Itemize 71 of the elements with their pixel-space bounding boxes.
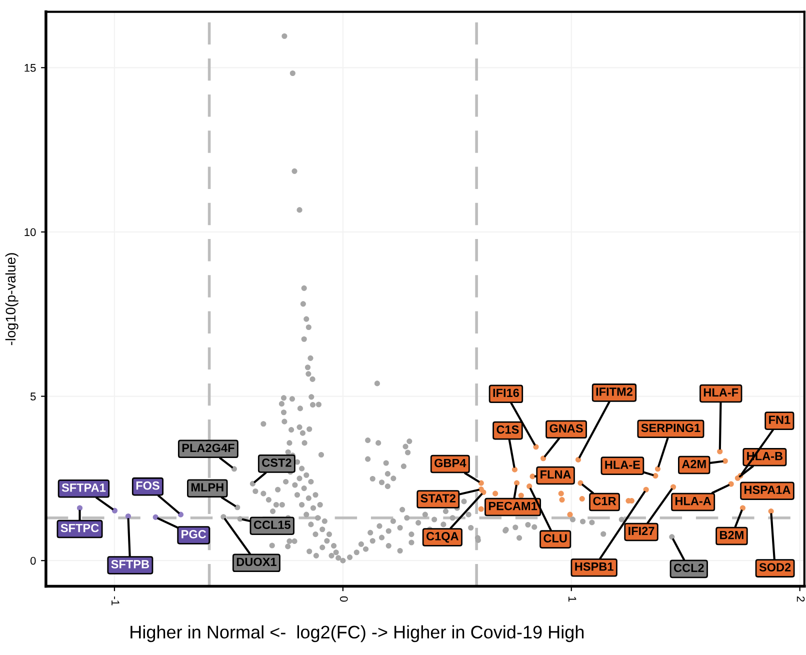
annotation: MLPH [191,483,224,492]
point [514,480,520,486]
point [717,448,723,454]
point [579,496,585,502]
point [768,508,774,514]
annotation: CLU [544,534,567,542]
annotation: PECAM1 [488,502,538,510]
annotation: SFTPA1 [62,483,106,492]
point [540,456,546,462]
y-tick-label: 10 [24,228,36,236]
x-axis-title: Higher in Normal <- log2(FC) -> Higher in Covid-19 High [130,625,584,642]
point [558,490,564,496]
point [530,474,536,480]
annotation: FOS [136,481,160,490]
annotation: FLNA [540,470,571,479]
point [567,512,573,518]
annotation: HSPB1 [575,562,614,571]
x-tick-label: 2 [796,596,805,602]
point [512,466,518,472]
annotation: CST2 [262,458,292,467]
point [518,492,524,498]
annotation: B2M [720,530,744,540]
annotation: SFTPC [60,524,99,532]
x-tick-label: -1 [112,596,120,606]
annotation: C1QA [426,532,459,543]
point [652,473,658,479]
annotation: HLA-E [605,460,640,469]
annotation: PLA2G4F [182,444,234,452]
point [533,444,539,450]
annotation: GBP4 [434,458,466,468]
point [178,512,184,518]
annotation: PGC [182,530,206,538]
point [125,513,131,520]
point [480,489,486,496]
point [559,497,565,503]
point [740,505,746,511]
annotation: STAT2 [420,494,456,502]
annotation: IFI16 [493,388,519,398]
x-tick-label: 1 [568,596,576,602]
y-axis-title: -log10(p-value) [5,253,18,346]
annotation: FN1 [769,416,790,424]
point [643,486,649,492]
annotation: GNAS [550,424,583,433]
annotation: HLA-A [675,496,712,506]
point [152,514,158,520]
y-tick-label: 15 [24,64,36,72]
annotation: SOD2 [759,563,791,572]
annotation: IFI27 [628,526,654,536]
annotation: DUOX1 [236,558,276,566]
point [526,484,532,490]
point [478,480,484,486]
annotation: A2M [682,460,706,468]
point [76,505,83,511]
annotation: CCL15 [254,520,290,530]
annotation: SFTPB [111,560,149,568]
annotation: HLA-F [704,388,738,397]
y-tick-label: 5 [30,392,36,400]
x-tick-label: 0 [340,596,348,602]
point [112,508,118,514]
annotation: CCL2 [674,564,704,572]
point [575,456,582,462]
y-tick-label: 0 [30,556,36,565]
point [670,484,676,490]
point [654,466,661,472]
annotation: C1R [593,496,616,506]
annotation: HSPA1A [744,486,790,494]
point [492,490,498,496]
annotation: C1S [496,425,519,434]
annotation: IFITM2 [596,388,632,396]
annotation: SERPING1 [641,424,700,432]
point [478,506,484,512]
